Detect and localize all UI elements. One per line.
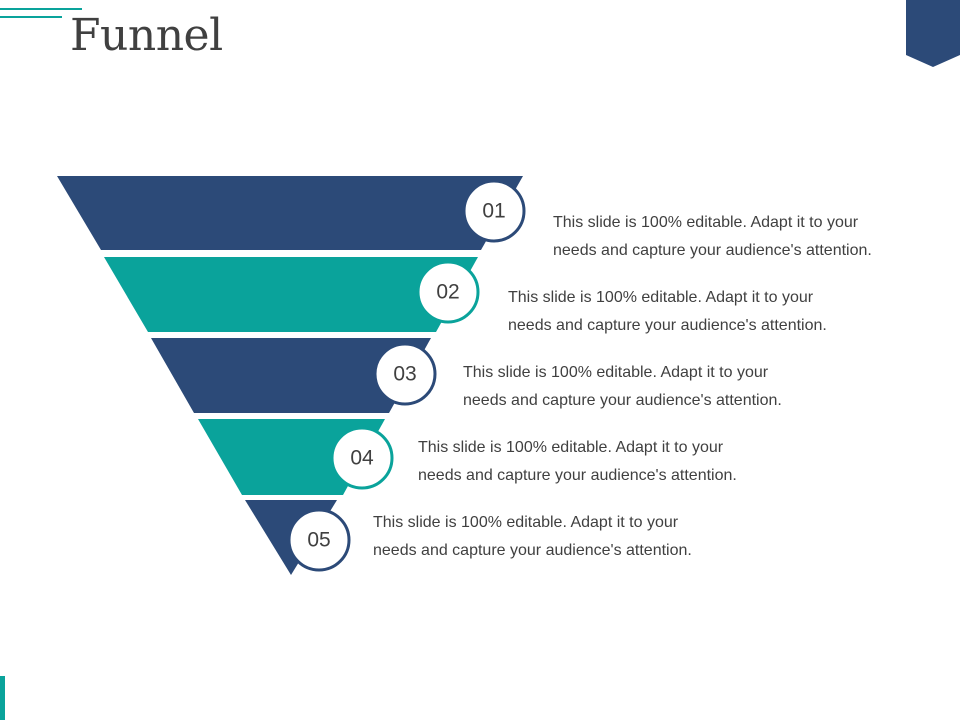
stage-description-2-line-2: needs and capture your audience's attent…: [508, 317, 827, 334]
header-accent-line-top: [0, 8, 82, 10]
funnel-stage-3: 03: [151, 338, 437, 413]
stage-description-5: This slide is 100% editable. Adapt it to…: [373, 509, 692, 565]
header-accent-line-bottom: [0, 16, 62, 18]
funnel-stage-4: 04: [198, 419, 394, 495]
funnel-band-1: [57, 176, 523, 250]
stage-description-3-line-2: needs and capture your audience's attent…: [463, 392, 782, 409]
stage-description-3: This slide is 100% editable. Adapt it to…: [463, 359, 782, 415]
stage-description-1-line-2: needs and capture your audience's attent…: [553, 242, 872, 259]
funnel-band-3: [151, 338, 431, 413]
stage-description-2: This slide is 100% editable. Adapt it to…: [508, 284, 827, 340]
stage-number-badge-1: [462, 179, 526, 243]
stage-description-4-line-2: needs and capture your audience's attent…: [418, 467, 737, 484]
stage-description-1-line-1: This slide is 100% editable. Adapt it to…: [553, 214, 859, 231]
stage-number-badge-2: [416, 260, 480, 324]
funnel-stage-2: 02: [104, 257, 480, 332]
corner-bookmark-ribbon: [906, 0, 960, 67]
stage-description-5-line-1: This slide is 100% editable. Adapt it to…: [373, 514, 679, 531]
stage-description-5-line-2: needs and capture your audience's attent…: [373, 542, 692, 559]
stage-number-badge-5: [287, 508, 351, 572]
stage-number-badge-3: [373, 342, 437, 406]
stage-number-2: 02: [436, 281, 459, 304]
stage-number-5: 05: [307, 529, 330, 552]
page-title: Funnel: [70, 10, 223, 61]
stage-number-4: 04: [350, 447, 374, 470]
funnel-stage-5: 05: [245, 500, 351, 575]
stage-description-4-line-1: This slide is 100% editable. Adapt it to…: [418, 439, 724, 456]
stage-number-badge-4: [330, 426, 394, 490]
stage-description-3-line-1: This slide is 100% editable. Adapt it to…: [463, 364, 769, 381]
funnel-stage-1: 01: [57, 176, 526, 250]
funnel-band-2: [104, 257, 478, 332]
stage-description-4: This slide is 100% editable. Adapt it to…: [418, 434, 737, 490]
stage-description-1: This slide is 100% editable. Adapt it to…: [553, 209, 872, 265]
stage-number-1: 01: [482, 200, 505, 223]
stage-number-3: 03: [393, 363, 416, 386]
stage-description-2-line-1: This slide is 100% editable. Adapt it to…: [508, 289, 814, 306]
bottom-left-accent-bar: [0, 676, 5, 720]
